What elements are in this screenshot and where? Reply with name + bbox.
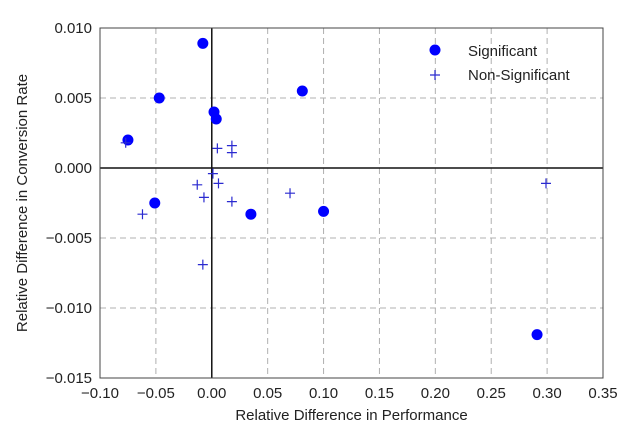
legend-significant-marker [429,44,441,56]
x-tick-label: 0.25 [477,385,506,402]
non-significant-point [226,196,237,207]
significant-point [245,208,257,220]
legend-non-significant-marker [430,70,440,80]
significant-point [318,205,330,217]
y-tick-labels: 0.010 0.005 0.000 −0.005 −0.010 −0.015 [46,20,92,387]
y-axis-title: Relative Difference in Conversion Rate [14,74,31,332]
significant-point [210,113,222,125]
non-significant-point [540,178,551,189]
significant-point [531,329,543,341]
points-layer [120,37,551,341]
y-tick-label: 0.000 [54,160,92,177]
x-tick-label: 0.00 [197,385,226,402]
non-significant-point [212,143,223,154]
significant-point [296,85,308,97]
non-significant-point [213,178,224,189]
x-tick-label: −0.10 [81,385,119,402]
significant-point [122,134,134,146]
plot-frame [99,27,604,379]
significant-point [153,92,165,104]
legend-significant-label: Significant [468,43,538,60]
non-significant-point [137,209,148,220]
non-significant-point [226,147,237,158]
y-tick-label: 0.010 [54,20,92,37]
legend: Significant Non-Significant [429,43,571,84]
legend-non-significant-label: Non-Significant [468,67,571,84]
y-tick-label: −0.005 [46,230,92,247]
y-tick-label: −0.015 [46,370,92,387]
non-significant-point [198,192,209,203]
y-tick-label: −0.010 [46,300,92,317]
significant-point [149,197,161,209]
x-tick-label: 0.30 [533,385,562,402]
zero-lines [100,28,603,378]
non-significant-point [197,259,208,270]
x-axis-title: Relative Difference in Performance [235,407,467,424]
x-tick-label: 0.05 [253,385,282,402]
x-tick-labels: −0.10 −0.05 0.00 0.05 0.10 0.15 0.20 0.25 0.30 0.… [81,385,618,402]
non-significant-point [120,137,131,148]
y-tick-label: 0.005 [54,90,92,107]
x-tick-label: 0.20 [421,385,450,402]
x-tick-label: −0.05 [137,385,175,402]
x-tick-label: 0.15 [365,385,394,402]
significant-point [197,37,209,49]
x-tick-label: 0.35 [588,385,617,402]
x-tick-label: 0.10 [309,385,338,402]
non-significant-point [192,179,203,190]
non-significant-point [285,188,296,199]
non-significant-point [207,168,218,179]
